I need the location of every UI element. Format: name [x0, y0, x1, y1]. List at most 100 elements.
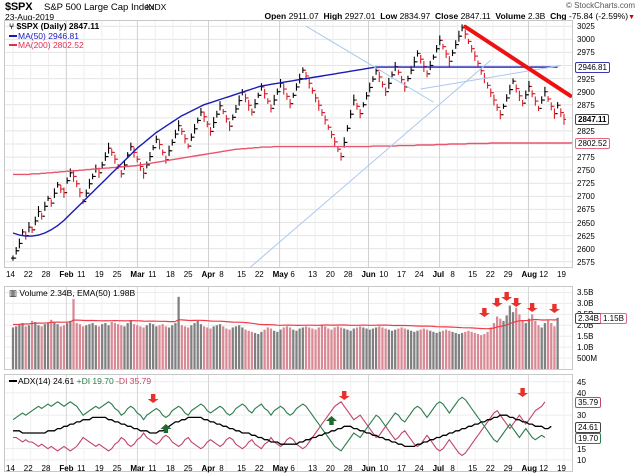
x-axis-tick: 11: [148, 270, 157, 279]
adx-chart-panel[interactable]: ADX(14) 24.61 +DI 19.70 -DI 35.79: [4, 374, 573, 472]
high-label: High: [323, 11, 343, 21]
x-axis-tick: 13: [308, 270, 318, 279]
x-axis-tick: Aug: [521, 464, 537, 473]
x-axis-tick: 10: [379, 270, 389, 279]
price-axis-tick: 2725: [577, 179, 595, 189]
x-axis-tick: 29: [503, 464, 513, 473]
x-axis-tick: 15: [468, 270, 478, 279]
adx-plot-area: [5, 375, 572, 471]
x-axis-tick: 29: [503, 270, 513, 279]
adx-legend-pdi: +DI 19.70: [76, 376, 114, 386]
chg-label: Chg: [550, 11, 567, 21]
x-axis-tick: 8: [450, 270, 455, 279]
x-axis-tick: 22: [23, 270, 33, 279]
x-axis-tick: 22: [254, 270, 264, 279]
x-axis-tick: 14: [6, 270, 15, 279]
quote-date: 23-Aug-2019: [5, 12, 55, 22]
pdi-value-tag: 19.70: [575, 433, 602, 445]
x-axis-tick: 28: [343, 464, 353, 473]
x-axis-tick: 22: [23, 464, 33, 473]
adx-axis-tick: 30: [577, 411, 586, 421]
volume-legend: ▥ Volume 2.34B, EMA(50) 1.98B: [9, 288, 136, 298]
x-axis-tick: Jul: [432, 464, 445, 473]
symbol-name: S&P 500 Large Cap Index: [44, 2, 155, 13]
price-axis-tick: 3025: [577, 22, 595, 32]
x-axis-tick: May: [272, 464, 289, 473]
x-axis-tick: 20: [325, 270, 335, 279]
x-axis-tick: 14: [6, 464, 15, 473]
volume-label: Volume: [495, 11, 526, 21]
price-axis-tick: 2650: [577, 218, 595, 228]
volume-value: 2.3B: [527, 11, 546, 21]
x-axis-tick: 18: [165, 270, 175, 279]
x-axis-tick: 28: [343, 270, 353, 279]
adx-axis-tick: 10: [577, 455, 586, 465]
x-axis-tick: 22: [485, 270, 495, 279]
x-axis-tick: Mar: [130, 270, 145, 279]
adx-value-tag: 24.61: [575, 422, 602, 434]
price-axis-tick: 2600: [577, 244, 595, 254]
x-axis-tick: 28: [41, 270, 51, 279]
price-axis-tick: 2675: [577, 205, 595, 215]
chg-down-triangle-icon: ▼: [628, 14, 635, 21]
x-axis-tick: 24: [414, 270, 424, 279]
volume-chart-panel[interactable]: ▥ Volume 2.34B, EMA(50) 1.98B: [4, 286, 573, 370]
low-value: 2834.97: [399, 11, 431, 21]
adx-axis-tick: 15: [577, 444, 586, 454]
price-legend: ⑂ $SPX (Daily) 2847.11 MA(50) 2946.81 MA…: [9, 21, 100, 51]
price-legend-ma200: MA(200) 2802.52: [9, 40, 99, 51]
x-axis-tick: 20: [325, 464, 335, 473]
volume-bars-icon: ▥: [9, 288, 18, 298]
x-axis-tick: 8: [219, 464, 224, 473]
open-label: Open: [264, 11, 287, 21]
x-axis-tick: Feb: [59, 270, 74, 279]
price-chart-panel[interactable]: ⑂ $SPX (Daily) 2847.11 MA(50) 2946.81 MA…: [4, 20, 573, 268]
x-axis-tick: 19: [94, 270, 104, 279]
x-axis-tick: 18: [165, 464, 175, 473]
x-axis-tick: 15: [237, 464, 246, 473]
x-axis-tick: 8: [219, 270, 224, 279]
x-axis-tick: 13: [308, 464, 318, 473]
x-axis-tick: 25: [112, 270, 122, 279]
close-price-tag: 2847.11: [575, 114, 610, 126]
price-x-axis: 14 22 28 Feb 11 19 25 Mar 11 18 25 Apr 8 15 22 May 6 13 20…: [0, 268, 639, 282]
price-legend-symbol: ⑂ $SPX (Daily) 2847.11: [9, 21, 100, 31]
x-axis-tick: Mar: [130, 464, 145, 473]
volume-axis-tick: 3.5B: [577, 288, 594, 298]
volume-axis-tick: 500M: [577, 354, 598, 364]
high-value: 2927.01: [344, 11, 376, 21]
x-axis-tick: 22: [485, 464, 495, 473]
chg-value: -75.84 (-2.59%): [569, 11, 629, 21]
x-axis-tick: Apr: [201, 464, 216, 473]
volume-ema-tag: 1.15B: [600, 312, 627, 324]
price-axis-tick: 2575: [577, 257, 595, 267]
x-axis-tick: 17: [397, 270, 406, 279]
x-axis-tick: 25: [183, 464, 193, 473]
ma50-price-tag: 2946.81: [575, 62, 610, 74]
x-axis-tick: 22: [254, 464, 264, 473]
x-axis-tick: 17: [397, 464, 406, 473]
ma200-price-tag: 2802.52: [575, 137, 610, 149]
x-axis-tick: 25: [183, 270, 193, 279]
price-axis-tick: 2875: [577, 100, 595, 110]
ma50-swatch-icon: [9, 34, 17, 37]
adx-axis-tick: 40: [577, 388, 586, 398]
price-axis-tick: 2700: [577, 192, 595, 202]
x-axis-tick: 11: [77, 464, 86, 473]
price-axis-tick: 2925: [577, 74, 595, 84]
adx-legend-mdi: -DI 35.79: [116, 376, 152, 386]
ohlc-summary: Open 2911.07 High 2927.01 Low 2834.97 Cl…: [265, 11, 636, 21]
price-axis-tick: 2750: [577, 166, 595, 176]
price-plot-area: [5, 21, 572, 267]
open-value: 2911.07: [288, 11, 319, 21]
adx-swatch-icon: [9, 380, 17, 382]
price-axis-tick: 2975: [577, 48, 595, 58]
adx-axis-tick: 45: [577, 377, 586, 387]
ma200-swatch-icon: [9, 44, 17, 46]
candle-icon: ⑂: [9, 21, 15, 31]
x-axis-tick: Aug: [521, 270, 537, 279]
volume-axis-tick: 3.0B: [577, 299, 594, 309]
x-axis-tick: 24: [414, 464, 424, 473]
price-axis-tick: 2825: [577, 126, 595, 136]
